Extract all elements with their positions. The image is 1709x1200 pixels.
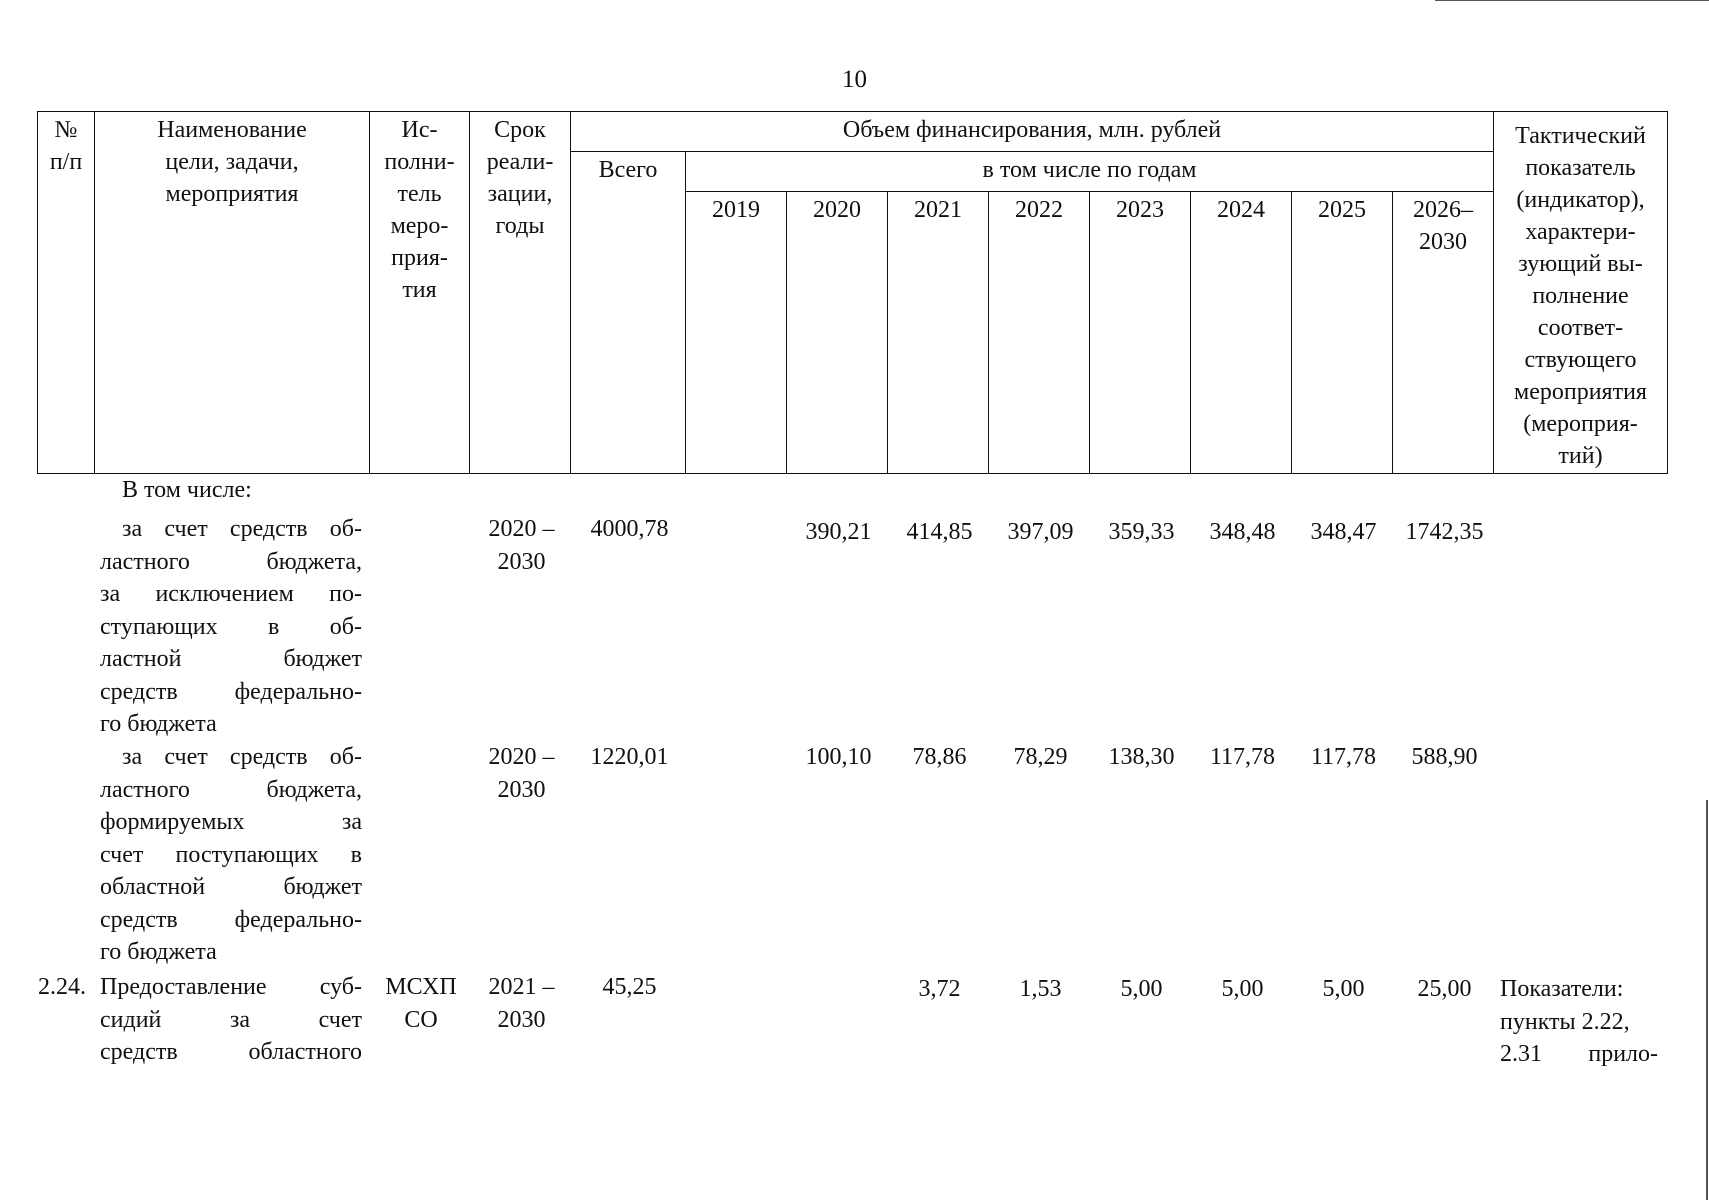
header-name: Наименование цели, задачи, мероприятия [94,111,370,474]
header-year-2025: 2025 [1291,191,1393,474]
including-label: В том числе: [122,477,252,503]
scan-edge-line-right [1706,800,1708,1200]
header-indicator: Тактический показатель (индикатор), характ… [1493,111,1668,474]
header-year-2021: 2021 [887,191,989,474]
row3-executor: МСХП СО [385,974,457,1033]
header-num: № п/п [37,111,95,474]
row3-name: Предоставление суб- сидий за счет средст… [100,974,362,1065]
row3-total: 45,25 [602,974,657,1000]
row3-num: 2.24. [38,974,86,1000]
row3-2023: 5,00 [1120,976,1163,1002]
row1-2021: 414,85 [906,519,973,545]
row2-2022: 78,29 [1013,744,1068,770]
row2-2024: 117,78 [1209,744,1276,770]
row3-term: 2021 –2030 [488,974,555,1033]
scan-edge-line [1435,0,1709,1]
row2-name: за счет средств об- ластного бюджета, фо… [100,744,362,965]
table-header: № п/п Наименование цели, задачи, мероприяти… [37,111,1668,474]
row2-2025: 117,78 [1310,744,1377,770]
header-year-2026-2030: 2026–2030 [1392,191,1494,474]
row1-2024: 348,48 [1209,519,1276,545]
row2-2026-2030: 588,90 [1411,744,1478,770]
row2-2021: 78,86 [912,744,967,770]
row1-2026-2030: 1742,35 [1405,519,1484,545]
header-year-2024: 2024 [1190,191,1292,474]
row1-2022: 397,09 [1007,519,1074,545]
header-term: Срок реали-зации, годы [469,111,571,474]
header-year-2022: 2022 [988,191,1090,474]
row2-total: 1220,01 [590,744,669,770]
row1-2020: 390,21 [805,519,872,545]
row1-name: за счет средств об- ластного бюджета, за… [100,516,362,737]
row3-2026-2030: 25,00 [1417,976,1472,1002]
header-year-2019: 2019 [685,191,787,474]
header-funding: Объем финансирования, млн. рублей [570,111,1494,152]
header-total: Всего [570,151,686,474]
row3-2022: 1,53 [1019,976,1062,1002]
row2-2023: 138,30 [1108,744,1175,770]
row3-2025: 5,00 [1322,976,1365,1002]
row1-2025: 348,47 [1310,519,1377,545]
row1-term: 2020 –2030 [488,516,555,575]
row1-total: 4000,78 [590,516,669,542]
row3-2021: 3,72 [918,976,961,1002]
row3-indicator: Показатели: пункты 2.22, 2.31 прило- [1500,976,1658,1067]
row1-2023: 359,33 [1108,519,1175,545]
row2-2020: 100,10 [805,744,872,770]
header-year-2023: 2023 [1089,191,1191,474]
header-by-years: в том числе по годам [685,151,1494,192]
page-number: 10 [842,66,867,93]
header-executor: Ис-полни-тель меро-прия-тия [369,111,470,474]
header-year-2020: 2020 [786,191,888,474]
row2-term: 2020 –2030 [488,744,555,803]
row3-2024: 5,00 [1221,976,1264,1002]
